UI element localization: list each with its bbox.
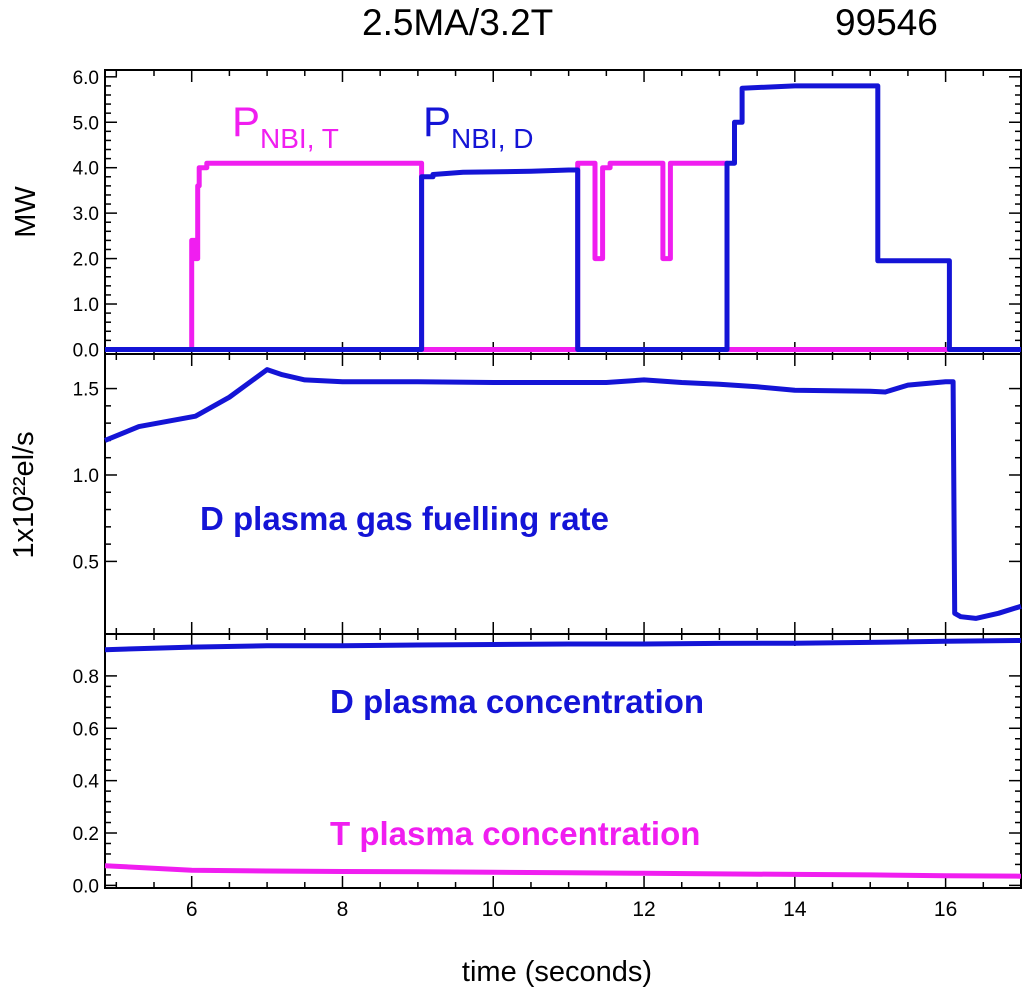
annotation-d-concentration: D plasma concentration: [330, 683, 704, 720]
x-tick-label: 10: [482, 898, 505, 921]
x-tick-label: 6: [186, 898, 198, 921]
figure-title: 2.5MA/3.2T: [362, 2, 553, 43]
y-tick-label: 0.0: [73, 876, 99, 897]
panel-fuelling-rate: 0.5 1.0 1.5 1x10²²el/s D plasma gas fuelli…: [8, 353, 1022, 635]
series-line-d-plasma-concentration: [104, 638, 1022, 653]
x-tick-label: 16: [934, 898, 957, 921]
series-line-d-plasma-gas-fuelling-rate: [104, 367, 1022, 621]
panel-fuelling-rate-plot: [104, 367, 1022, 621]
panel-nbi-power-ylabel: MW: [10, 186, 42, 238]
legend-pnbi-d-sub: NBI, D: [451, 123, 533, 154]
annotation-d-fuelling-rate: D plasma gas fuelling rate: [200, 500, 609, 537]
panel-fuelling-rate-ticks: 0.5 1.0 1.5: [73, 354, 1022, 634]
x-axis-label: time (seconds): [462, 956, 652, 988]
legend-pnbi-d-main: P: [423, 98, 451, 145]
y-tick-label: 1.0: [73, 466, 99, 487]
y-tick-label: 0.5: [73, 552, 99, 573]
y-tick-label: 1.0: [73, 295, 99, 316]
y-tick-label: 0.8: [73, 667, 99, 688]
series-line-pnbi-d: [105, 83, 1021, 352]
y-tick-label: 2.0: [73, 250, 99, 271]
y-tick-label: 0.2: [73, 824, 99, 845]
shot-number: 99546: [835, 2, 938, 43]
panel-fuelling-rate-ylabel: 1x10²²el/s: [8, 431, 40, 558]
panel-fuelling-rate-frame: [104, 353, 1022, 635]
panel-nbi-power: 0.01.02.03.04.05.06.0 MW PNBI, T PNBI, D: [10, 68, 1022, 361]
panel-concentration-frame: [104, 633, 1022, 889]
y-tick-label: 0.0: [73, 340, 99, 361]
y-tick-label: 0.4: [73, 772, 100, 793]
y-tick-label: 6.0: [73, 68, 99, 89]
legend-pnbi-t-main: P: [232, 98, 260, 145]
x-tick-label: 12: [632, 898, 655, 921]
x-tick-labels: 6 8 10 12 14 16: [186, 898, 957, 921]
y-tick-label: 0.6: [73, 719, 99, 740]
panel-nbi-power-plot: [105, 83, 1021, 352]
legend-pnbi-t-sub: NBI, T: [260, 123, 339, 154]
x-tick-label: 14: [783, 898, 807, 921]
series-line-pnbi-t: [105, 160, 1021, 352]
legend-pnbi-d: PNBI, D: [423, 98, 533, 154]
panel-concentration-ticks: 0.0 0.2 0.4 0.6 0.8: [73, 634, 1022, 897]
panel-concentration: 0.0 0.2 0.4 0.6 0.8 D plasma concentration T…: [73, 633, 1022, 897]
annotation-t-concentration: T plasma concentration: [330, 815, 700, 852]
y-tick-label: 4.0: [73, 159, 99, 180]
series-line-t-plasma-concentration: [104, 863, 1022, 879]
y-tick-label: 5.0: [73, 113, 99, 134]
y-tick-label: 3.0: [73, 204, 99, 225]
x-tick-label: 8: [337, 898, 349, 921]
y-tick-label: 1.5: [73, 380, 99, 401]
panel-concentration-plot: [104, 638, 1022, 879]
legend-pnbi-t: PNBI, T: [232, 98, 339, 154]
